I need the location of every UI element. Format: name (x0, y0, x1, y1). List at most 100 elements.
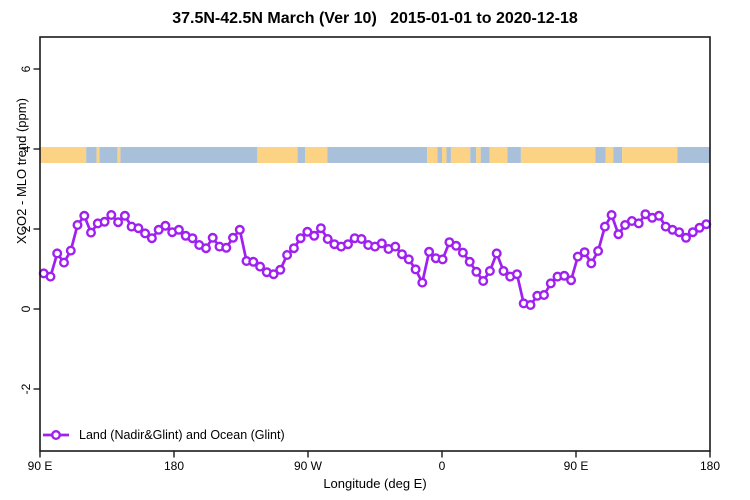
data-point-marker (701, 219, 712, 230)
data-point-marker (471, 266, 482, 277)
band-segment-land (40, 147, 87, 163)
x-tick-label: 90 E (564, 459, 589, 473)
band-segment-ocean (327, 147, 428, 163)
data-point-marker (539, 290, 550, 301)
data-point-marker (498, 266, 509, 277)
data-point-marker (620, 219, 631, 230)
data-point-marker (187, 233, 198, 244)
data-point-marker (295, 233, 306, 244)
data-point-marker (633, 218, 644, 229)
data-point-marker (674, 227, 685, 238)
land-ocean-band (40, 147, 710, 163)
band-segment-land (489, 147, 508, 163)
data-point-marker (160, 220, 171, 231)
data-point-marker (586, 258, 597, 269)
y-tick-label: 6 (19, 65, 33, 72)
data-point-marker (356, 233, 367, 244)
data-point-marker (457, 247, 468, 258)
data-point-marker (221, 242, 232, 253)
data-point-marker (173, 224, 184, 235)
data-point-marker (424, 246, 435, 257)
x-tick-label: 90 E (28, 459, 53, 473)
y-tick-label: 2 (19, 225, 33, 232)
x-tick-label: 180 (164, 459, 184, 473)
data-point-marker (559, 270, 570, 281)
x-tick-label: 90 W (294, 459, 323, 473)
data-point-marker (593, 245, 604, 256)
data-point-marker (579, 247, 590, 258)
data-point-marker (451, 240, 462, 251)
band-segment-land (605, 147, 614, 163)
band-segment-land (96, 147, 100, 163)
y-tick-label: 0 (19, 305, 33, 312)
band-segment-ocean (507, 147, 521, 163)
data-point-marker (390, 241, 401, 252)
data-point-marker (113, 217, 124, 228)
data-point-marker (146, 233, 157, 244)
band-segment-land (476, 147, 481, 163)
data-point-marker (59, 257, 70, 268)
data-point-marker (255, 261, 266, 272)
x-tick-label: 0 (439, 459, 446, 473)
band-segment-ocean (470, 147, 477, 163)
data-point-marker (65, 245, 76, 256)
x-tick-label: 180 (700, 459, 720, 473)
data-point-marker (322, 233, 333, 244)
data-point-marker (410, 264, 421, 275)
data-point-marker (315, 223, 326, 234)
data-point-marker (275, 264, 286, 275)
band-segment-ocean (480, 147, 490, 163)
band-segment-land (442, 147, 447, 163)
data-point-marker (599, 221, 610, 232)
data-point-marker (478, 276, 489, 287)
data-point-marker (437, 254, 448, 265)
data-point-marker (85, 227, 96, 238)
data-point-marker (119, 210, 130, 221)
data-point-marker (309, 230, 320, 241)
band-segment-ocean (613, 147, 623, 163)
data-point-marker (681, 232, 692, 243)
legend-label: Land (Nadir&Glint) and Ocean (Glint) (79, 428, 285, 442)
data-point-marker (613, 229, 624, 240)
band-segment-ocean (99, 147, 118, 163)
data-point-marker (248, 256, 259, 267)
data-point-marker (491, 248, 502, 259)
data-point-marker (288, 243, 299, 254)
band-segment-ocean (437, 147, 442, 163)
legend-line-marker-icon (43, 430, 69, 440)
data-point-marker (403, 254, 414, 265)
data-point-marker (106, 209, 117, 220)
data-point-marker (606, 209, 617, 220)
y-axis: 6 4 2 0 -2 (19, 65, 40, 394)
band-segment-land (520, 147, 596, 163)
band-segment-ocean (120, 147, 258, 163)
band-segment-land (117, 147, 121, 163)
data-point-marker (234, 224, 245, 235)
band-segment-land (622, 147, 678, 163)
trend-series (38, 209, 712, 311)
data-point-marker (200, 243, 211, 254)
band-segment-ocean (677, 147, 710, 163)
data-point-marker (525, 300, 536, 311)
data-point-marker (572, 251, 583, 262)
band-segment-land (257, 147, 298, 163)
data-point-marker (417, 277, 428, 288)
chart-title: 37.5N-42.5N March (Ver 10) 2015-01-01 to… (172, 10, 578, 27)
data-point-marker (654, 210, 665, 221)
band-segment-ocean (446, 147, 451, 163)
band-segment-ocean (86, 147, 97, 163)
data-point-marker (376, 238, 387, 249)
data-point-marker (72, 219, 83, 230)
band-segment-ocean (595, 147, 606, 163)
data-point-marker (207, 232, 218, 243)
band-segment-land (305, 147, 328, 163)
data-point-marker (282, 249, 293, 260)
legend: Land (Nadir&Glint) and Ocean (Glint) (42, 428, 285, 442)
x-axis: 90 E 180 90 W 0 90 E 180 (28, 451, 720, 473)
data-point-marker (52, 248, 63, 259)
data-point-marker (343, 239, 354, 250)
plot-border (39, 36, 711, 452)
data-point-marker (140, 228, 151, 239)
